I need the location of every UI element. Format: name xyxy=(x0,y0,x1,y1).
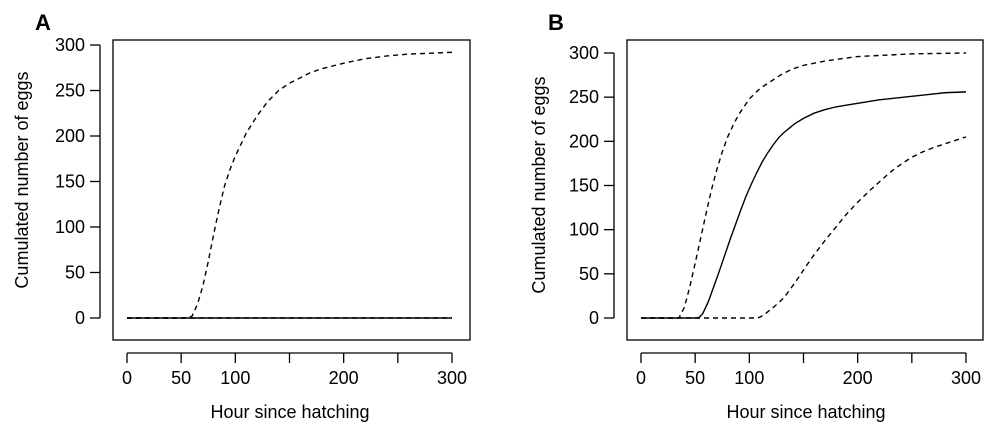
x-axis-title: Hour since hatching xyxy=(726,402,885,422)
x-tick-label: 0 xyxy=(636,368,646,388)
y-tick-label: 150 xyxy=(55,172,85,192)
plot-frame xyxy=(626,39,984,341)
y-tick-label: 250 xyxy=(55,81,85,101)
y-tick-label: 50 xyxy=(65,263,85,283)
x-tick-label: 300 xyxy=(437,368,467,388)
y-tick-label: 200 xyxy=(569,131,599,151)
series-line-1 xyxy=(127,51,453,319)
y-tick-label: 300 xyxy=(569,43,599,63)
y-tick-label: 100 xyxy=(55,217,85,237)
series-line-1 xyxy=(641,52,967,319)
y-tick-label: 0 xyxy=(75,308,85,328)
y-tick-label: 300 xyxy=(55,35,85,55)
y-axis-title: Cumulated number of eggs xyxy=(12,71,32,288)
y-tick-label: 0 xyxy=(589,308,599,328)
y-tick-label: 100 xyxy=(569,220,599,240)
x-axis-title: Hour since hatching xyxy=(210,402,369,422)
y-tick-label: 150 xyxy=(569,176,599,196)
x-tick-label: 200 xyxy=(843,368,873,388)
x-tick-label: 0 xyxy=(122,368,132,388)
y-tick-label: 250 xyxy=(569,87,599,107)
x-tick-label: 300 xyxy=(951,368,981,388)
y-tick-label: 200 xyxy=(55,126,85,146)
y-axis-title: Cumulated number of eggs xyxy=(529,76,549,293)
panel-letter: B xyxy=(548,10,564,35)
x-tick-label: 50 xyxy=(685,368,705,388)
panel-letter: A xyxy=(35,10,51,35)
series-line-3 xyxy=(641,136,967,319)
series-line-2 xyxy=(641,91,967,319)
plot-frame xyxy=(112,39,471,341)
x-tick-label: 50 xyxy=(171,368,191,388)
x-tick-label: 100 xyxy=(220,368,250,388)
y-tick-label: 50 xyxy=(579,264,599,284)
x-tick-label: 200 xyxy=(329,368,359,388)
x-tick-label: 100 xyxy=(734,368,764,388)
